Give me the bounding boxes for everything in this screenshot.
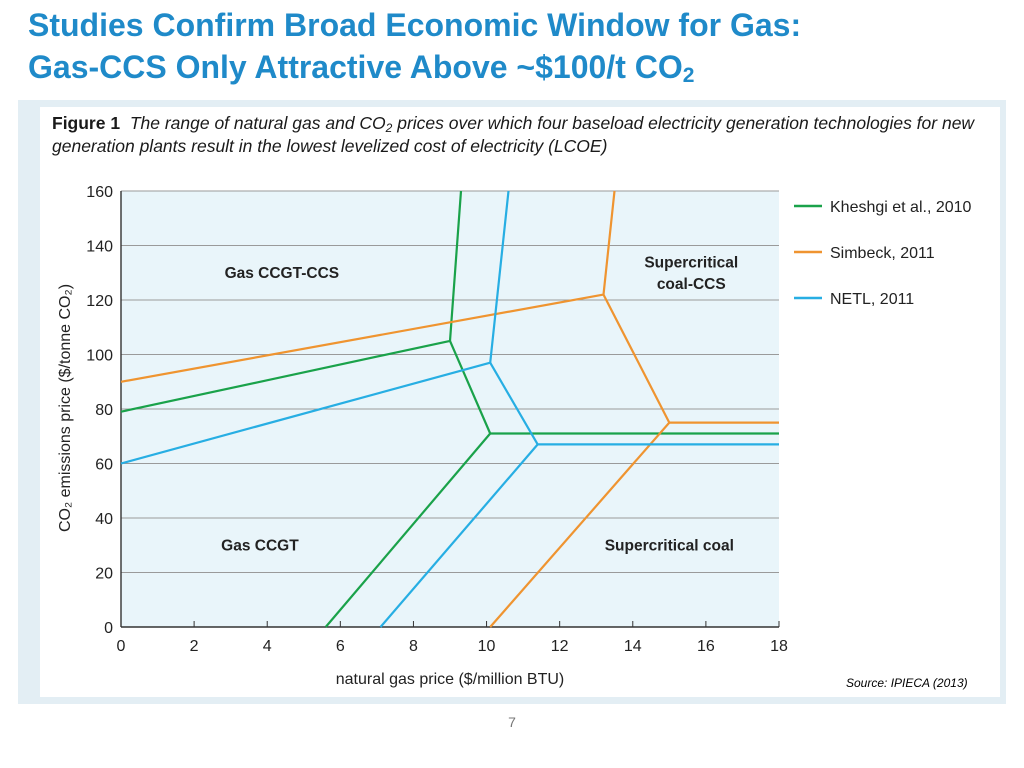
y-tick-120: 120 bbox=[86, 293, 113, 310]
slide-title: Studies Confirm Broad Economic Window fo… bbox=[28, 4, 1018, 88]
x-tick-16: 16 bbox=[697, 638, 715, 655]
x-tick-6: 6 bbox=[336, 638, 345, 655]
y-tick-labels: 0 20 40 60 80 100 120 140 160 bbox=[86, 184, 113, 637]
legend-label-2: NETL, 2011 bbox=[830, 291, 914, 308]
y-tick-60: 60 bbox=[95, 457, 113, 474]
x-tick-4: 4 bbox=[263, 638, 272, 655]
series-0-segment-2 bbox=[324, 432, 492, 628]
x-tick-10: 10 bbox=[478, 638, 496, 655]
x-tick-14: 14 bbox=[624, 638, 642, 655]
region-labels: Gas CCGT-CCS Supercritical coal-CCS Gas CCG… bbox=[221, 254, 738, 554]
region-label-2: coal-CCS bbox=[657, 276, 726, 293]
y-tick-0: 0 bbox=[104, 620, 113, 637]
x-tick-18: 18 bbox=[770, 638, 788, 655]
legend: Kheshgi et al., 2010 Simbeck, 2011 NETL, 2… bbox=[794, 199, 972, 308]
series-1-segment-2 bbox=[489, 421, 671, 628]
x-tick-8: 8 bbox=[409, 638, 418, 655]
series-lines bbox=[120, 190, 779, 628]
y-tick-20: 20 bbox=[95, 566, 113, 583]
x-tick-2: 2 bbox=[190, 638, 199, 655]
x-tick-0: 0 bbox=[117, 638, 126, 655]
slide-title-line1: Studies Confirm Broad Economic Window fo… bbox=[28, 7, 802, 43]
y-tick-140: 140 bbox=[86, 239, 113, 256]
region-label-4: Supercritical coal bbox=[605, 538, 734, 555]
y-tick-80: 80 bbox=[95, 402, 113, 419]
region-label-3: Gas CCGT bbox=[221, 538, 299, 555]
legend-label-0: Kheshgi et al., 2010 bbox=[830, 199, 972, 216]
x-tick-labels: 0 2 4 6 8 10 12 14 16 18 bbox=[117, 638, 788, 655]
x-axis-label: natural gas price ($/million BTU) bbox=[336, 671, 565, 688]
gridlines bbox=[121, 190, 779, 573]
axes bbox=[120, 191, 780, 628]
legend-label-1: Simbeck, 2011 bbox=[830, 245, 935, 262]
figure-caption-text: The range of natural gas and CO2 prices … bbox=[52, 113, 975, 156]
slide-title-line2: Gas-CCS Only Attractive Above ~$100/t CO bbox=[28, 49, 683, 85]
y-tick-40: 40 bbox=[95, 511, 113, 528]
series-2-segment-2 bbox=[379, 443, 539, 628]
figure-caption: Figure 1 The range of natural gas and CO… bbox=[52, 112, 997, 158]
figure-label: Figure 1 bbox=[52, 113, 121, 133]
page-number: 7 bbox=[508, 714, 516, 730]
slide-title-subscript: 2 bbox=[682, 64, 695, 87]
y-tick-100: 100 bbox=[86, 348, 113, 365]
source-note: Source: IPIECA (2013) bbox=[846, 676, 968, 690]
x-tick-12: 12 bbox=[551, 638, 569, 655]
y-tick-160: 160 bbox=[86, 184, 113, 201]
y-axis-label: CO₂ emissions price ($/tonne CO₂) bbox=[57, 284, 74, 532]
region-label-0: Gas CCGT-CCS bbox=[225, 265, 340, 282]
region-label-1: Supercritical bbox=[644, 254, 738, 271]
